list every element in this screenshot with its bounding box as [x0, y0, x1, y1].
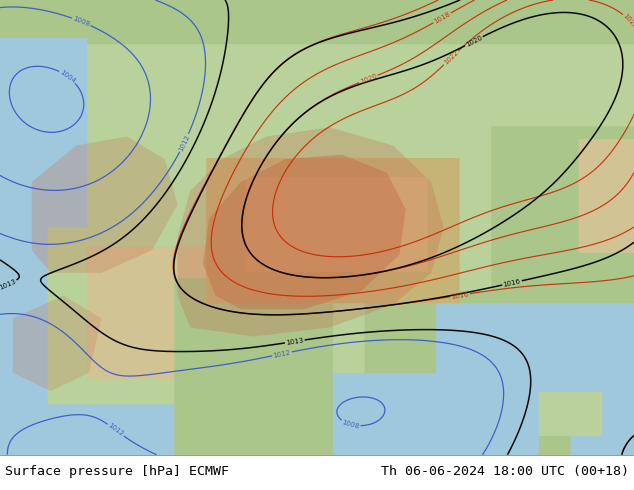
Text: 1016: 1016	[451, 291, 469, 299]
Polygon shape	[13, 295, 101, 391]
Text: 1020: 1020	[359, 73, 378, 85]
Text: 1004: 1004	[58, 69, 77, 84]
Text: 1008: 1008	[341, 419, 360, 430]
Text: 1016: 1016	[503, 278, 521, 288]
Text: 1022: 1022	[443, 49, 460, 66]
Text: 1013: 1013	[0, 278, 17, 291]
Text: 1012: 1012	[107, 422, 125, 438]
Text: 1013: 1013	[285, 337, 304, 346]
Text: Th 06-06-2024 18:00 UTC (00+18): Th 06-06-2024 18:00 UTC (00+18)	[381, 465, 629, 478]
Text: 1012: 1012	[178, 134, 191, 152]
Text: 1012: 1012	[273, 349, 292, 359]
Polygon shape	[32, 136, 178, 273]
Text: 1018: 1018	[433, 11, 451, 25]
Polygon shape	[178, 127, 444, 337]
Text: 1008: 1008	[72, 16, 91, 28]
Text: 1020: 1020	[465, 34, 483, 48]
Polygon shape	[203, 155, 406, 309]
Text: Surface pressure [hPa] ECMWF: Surface pressure [hPa] ECMWF	[5, 465, 229, 478]
Text: 1022: 1022	[622, 13, 634, 30]
